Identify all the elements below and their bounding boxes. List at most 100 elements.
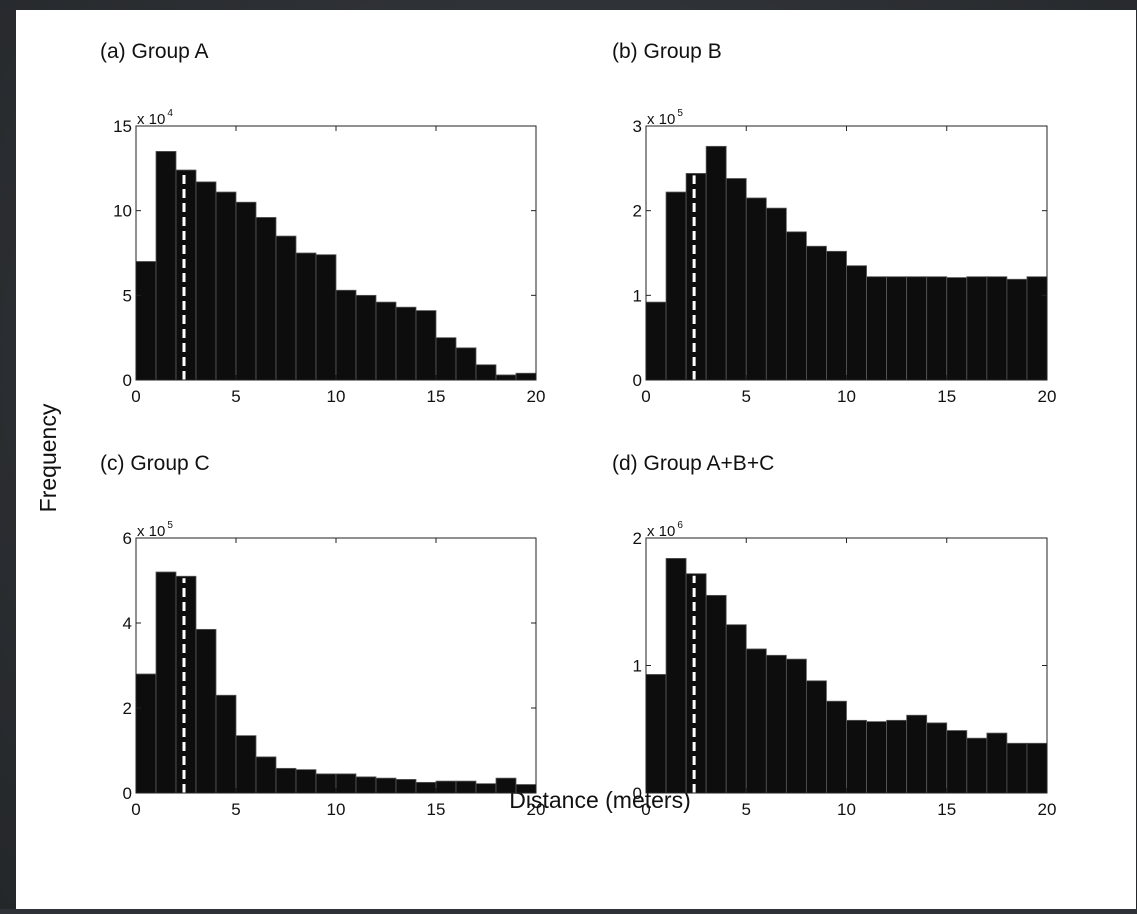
bar <box>475 783 497 793</box>
bar <box>765 207 787 380</box>
x-tick-label: 15 <box>427 800 446 819</box>
x-tick-label: 5 <box>231 800 240 819</box>
x-tick-label: 15 <box>427 387 446 406</box>
bar <box>175 575 197 793</box>
bar <box>375 301 397 380</box>
bar <box>1006 742 1028 793</box>
x-tick-label: 5 <box>742 387 751 406</box>
bar <box>966 737 988 793</box>
bar <box>1026 276 1047 380</box>
x-tick-label: 0 <box>131 387 140 406</box>
bar <box>235 735 257 793</box>
chart-title-group-c: (c) Group C <box>100 452 210 475</box>
y-tick-label: 15 <box>113 117 132 136</box>
bar <box>765 654 787 793</box>
bar <box>646 674 667 793</box>
bars-group-b <box>646 145 1047 380</box>
x-tick-label: 0 <box>641 387 650 406</box>
bar <box>275 767 297 793</box>
bar <box>395 306 417 380</box>
y-multiplier-label: x 10 4 <box>137 108 173 128</box>
bar <box>725 624 747 793</box>
bar <box>375 777 397 793</box>
chart-group-a: (a) Group A 0 5 10 15 20 0 5 10 15 x 10 4 <box>100 40 545 406</box>
bars-group-abc <box>646 558 1047 793</box>
y-axis-label: Frequency <box>35 403 61 512</box>
bar <box>926 276 948 380</box>
bar <box>966 276 988 380</box>
bar <box>495 777 517 793</box>
x-tick-label: 20 <box>1038 800 1057 819</box>
bar <box>866 276 887 380</box>
bar <box>215 191 237 380</box>
y-tick-label: 6 <box>123 529 132 548</box>
x-tick-label: 15 <box>937 800 956 819</box>
bar <box>685 173 707 380</box>
y-tick-label: 0 <box>123 784 132 803</box>
bar <box>455 780 477 793</box>
bar <box>315 773 337 793</box>
bar <box>455 347 477 380</box>
bar <box>515 784 536 793</box>
bar <box>475 364 497 380</box>
y-tick-label: 0 <box>123 371 132 390</box>
bar <box>195 181 217 380</box>
bar <box>136 261 157 380</box>
bar <box>705 145 727 380</box>
bar <box>415 310 437 380</box>
bar <box>926 722 948 793</box>
bar <box>665 558 687 793</box>
bar <box>906 276 928 380</box>
bar <box>235 201 257 380</box>
y-tick-label: 2 <box>633 529 642 548</box>
chart-title-group-b: (b) Group B <box>612 40 722 63</box>
x-tick-label: 10 <box>327 800 346 819</box>
bar <box>1026 742 1047 793</box>
bar <box>155 571 177 793</box>
x-tick-label: 10 <box>837 387 856 406</box>
bar <box>495 374 517 380</box>
bar <box>886 719 908 793</box>
y-tick-label: 4 <box>123 614 132 633</box>
bar <box>906 714 928 793</box>
bar <box>415 781 437 793</box>
bar <box>395 779 417 793</box>
bar <box>335 773 357 793</box>
bar <box>435 337 457 380</box>
bar <box>785 231 807 380</box>
bar <box>806 245 827 380</box>
chart-group-abc: (d) Group A+B+C 0 5 10 15 20 0 1 2 x 10 6 <box>612 452 1056 819</box>
bar <box>826 250 847 380</box>
x-tick-label: 20 <box>1038 387 1057 406</box>
histogram-figure: Frequency Distance (meters) (a) Group A0… <box>35 40 1056 819</box>
x-tick-label: 15 <box>937 387 956 406</box>
x-tick-label: 0 <box>131 800 140 819</box>
bar <box>846 719 867 793</box>
bar <box>195 628 217 793</box>
x-tick-label: 5 <box>742 800 751 819</box>
chart-title-group-abc: (d) Group A+B+C <box>612 452 774 475</box>
bars-group-c <box>136 571 536 793</box>
bar <box>826 700 847 793</box>
x-tick-label: 20 <box>527 800 546 819</box>
chart-title-group-a: (a) Group A <box>100 40 209 63</box>
bar <box>255 756 277 793</box>
y-tick-label: 0 <box>633 371 642 390</box>
bar <box>986 732 1008 793</box>
bar <box>986 276 1008 380</box>
y-tick-label: 3 <box>633 117 642 136</box>
bar <box>435 780 457 793</box>
bar <box>255 217 277 380</box>
bar <box>846 265 867 380</box>
bar <box>275 235 297 380</box>
bar <box>515 372 536 380</box>
x-tick-label: 10 <box>327 387 346 406</box>
y-tick-label: 10 <box>113 202 132 221</box>
bar <box>136 673 157 793</box>
bar <box>295 252 317 380</box>
x-tick-label: 5 <box>231 387 240 406</box>
x-tick-label: 20 <box>527 387 546 406</box>
bar <box>335 289 357 380</box>
y-tick-label: 2 <box>633 202 642 221</box>
